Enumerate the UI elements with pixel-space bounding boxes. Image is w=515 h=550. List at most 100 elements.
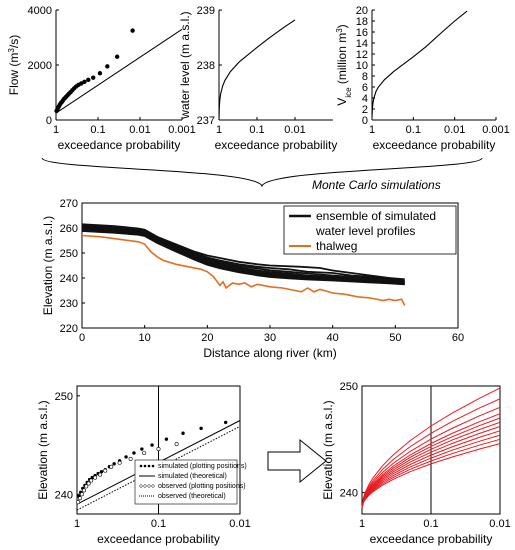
simulated-point <box>181 431 185 435</box>
y-tick-label: 260 <box>60 223 78 235</box>
observed-point <box>77 496 82 501</box>
data-point <box>105 64 110 69</box>
x-tick-label: 0.1 <box>423 518 438 530</box>
observed-point <box>98 472 103 477</box>
simulated-point <box>90 475 94 480</box>
chart-elevation-ensemble: 1 0.1 0.01 240 250 exceedance probability Elev… <box>321 381 511 546</box>
x-tick-label: 0 <box>79 332 85 344</box>
legend-swatch-sim_pp <box>139 464 143 468</box>
y-tick-label: 10 <box>356 60 368 72</box>
brace <box>41 157 483 188</box>
x-tick-label: 60 <box>452 332 464 344</box>
x-tick-label: 10 <box>139 332 151 344</box>
legend-swatch-obs_pp <box>143 484 147 488</box>
legend-label-ensemble-2: water level profiles <box>315 224 415 238</box>
x-tick-label: 30 <box>264 332 276 344</box>
observed-point <box>84 484 89 489</box>
x-tick-label: 0.1 <box>406 124 421 136</box>
x-tick-label: 0.01 <box>129 124 150 136</box>
simulated-point <box>99 469 104 474</box>
x-tick-label: 0.001 <box>482 124 510 136</box>
y-tick-label: 220 <box>60 323 78 335</box>
y-tick-label: 250 <box>340 381 358 393</box>
observed-point <box>128 456 133 461</box>
x-axis-label: exceedance probability <box>215 138 338 152</box>
y-tick-label: 20 <box>356 5 368 17</box>
y-tick-label: 12 <box>356 49 368 61</box>
legend-swatch-obs_pp <box>147 484 151 488</box>
y-tick-label: 6 <box>362 82 368 94</box>
observed-theory-line <box>76 425 241 511</box>
legend-label-obs_th: observed (theoretical) <box>158 493 226 500</box>
y-tick-label: 0 <box>362 115 368 127</box>
data-point <box>86 77 91 83</box>
legend-label-thalweg: thalweg <box>316 239 357 253</box>
x-tick-label: 0.1 <box>249 124 264 136</box>
legend-label-ensemble: ensemble of simulated <box>316 209 436 223</box>
observed-point <box>142 450 147 455</box>
y-tick-label: 2 <box>362 104 368 116</box>
simulated-point <box>223 420 228 425</box>
ensemble-curve <box>361 443 501 508</box>
y-tick-label: 2000 <box>28 60 52 72</box>
ensemble-profile-line <box>81 230 405 286</box>
simulated-point <box>140 447 144 451</box>
legend-swatch-obs_pp <box>139 484 143 488</box>
legend-swatch-sim_pp <box>143 464 147 468</box>
series-line <box>218 19 296 121</box>
y-tick-label: 8 <box>362 71 368 83</box>
ensemble-curve <box>361 387 501 508</box>
observed-point <box>174 442 179 447</box>
x-tick-label: 1 <box>53 124 59 136</box>
x-axis-label: Distance along river (km) <box>203 346 336 360</box>
y-tick-label: 250 <box>55 391 73 403</box>
y-tick-label: 250 <box>60 248 78 260</box>
legend-label-obs_pp: observed (plotting positions) <box>158 483 246 490</box>
observed-point <box>79 492 84 497</box>
simulated-point <box>112 462 116 466</box>
y-tick-label: 240 <box>60 273 78 285</box>
y-axis-label: Elevation (m a.s.l.) <box>321 400 335 499</box>
legend-swatch-sim_pp <box>147 464 151 468</box>
ensemble-profile-line <box>81 223 405 281</box>
x-tick-label: 1 <box>74 518 80 530</box>
x-tick-label: 20 <box>201 332 213 344</box>
y-tick-label: 238 <box>197 60 215 72</box>
x-tick-label: 0.001 <box>168 124 196 136</box>
right-arrow-icon <box>267 438 327 484</box>
legend-label-sim_pp: simulated (plotting positions) <box>158 463 247 470</box>
legend: simulated (plotting positions) simulated … <box>134 459 247 505</box>
data-point <box>114 54 120 59</box>
observed-point <box>76 500 81 505</box>
y-axis-label: Vice (million m3) <box>335 24 353 105</box>
legend-swatch-obs_pp <box>151 484 155 488</box>
x-tick-label: 1 <box>359 518 365 530</box>
chart-flow: 1 0.1 0.01 0.001 0 2000 4000 exceedance probabi… <box>7 5 196 152</box>
y-tick-label: 237 <box>197 115 215 127</box>
y-tick-label: 230 <box>60 298 78 310</box>
y-tick-label: 14 <box>356 38 368 50</box>
simulated-point <box>150 443 154 447</box>
legend-box <box>134 459 238 505</box>
observed-point <box>93 475 98 480</box>
x-tick-label: 0.1 <box>151 518 166 530</box>
x-axis-label: exceedance probability <box>58 138 181 152</box>
data-point <box>82 79 87 84</box>
observed-point <box>117 460 122 465</box>
y-axis-label: Flow (m3/s) <box>7 35 22 95</box>
y-tick-label: 239 <box>197 5 215 17</box>
simulated-point <box>132 451 136 455</box>
observed-point <box>89 478 94 483</box>
chart-profiles: 0 10 20 30 40 50 60 220 230 240 250 260 270 Distance … <box>41 198 464 360</box>
chart-elevation-fit: 1 0.1 0.01 240 250 exceedance probability Elev… <box>36 385 251 546</box>
data-point <box>130 28 135 33</box>
y-tick-label: 270 <box>60 198 78 210</box>
caption-monte-carlo: Monte Carlo simulations <box>312 178 441 192</box>
x-tick-label: 1 <box>369 124 375 136</box>
data-point <box>97 71 103 76</box>
x-tick-label: 0.01 <box>489 518 510 530</box>
data-point <box>91 75 96 80</box>
